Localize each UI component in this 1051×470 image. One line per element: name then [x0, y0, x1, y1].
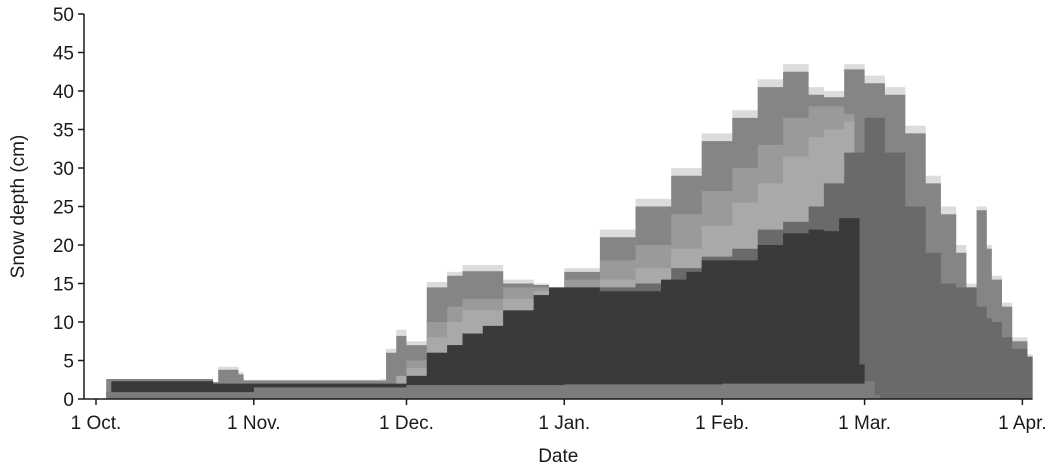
- x-tick-label: 1 Oct.: [71, 413, 122, 434]
- y-tick-label: 25: [53, 198, 74, 219]
- y-tick-label: 5: [63, 352, 74, 373]
- y-tick-label: 35: [53, 121, 74, 142]
- y-tick-label: 15: [53, 275, 74, 296]
- y-tick-label: 0: [63, 390, 74, 411]
- area-series-group: [106, 64, 1032, 399]
- x-axis-title: Date: [538, 446, 578, 467]
- x-tick-label: 1 Mar.: [838, 413, 891, 434]
- y-axis-title: Snow depth (cm): [8, 135, 29, 279]
- y-tick-label: 20: [53, 236, 74, 257]
- y-tick-label: 40: [53, 82, 74, 103]
- y-tick-label: 50: [53, 5, 74, 26]
- y-tick-label: 45: [53, 44, 74, 65]
- x-tick-label: 1 Apr.: [998, 413, 1047, 434]
- y-tick-label: 10: [53, 313, 74, 334]
- x-tick-label: 1 Dec.: [379, 413, 434, 434]
- x-tick-label: 1 Jan.: [538, 413, 590, 434]
- x-tick-label: 1 Feb.: [695, 413, 749, 434]
- y-tick-label: 30: [53, 159, 74, 180]
- x-tick-label: 1 Nov.: [227, 413, 281, 434]
